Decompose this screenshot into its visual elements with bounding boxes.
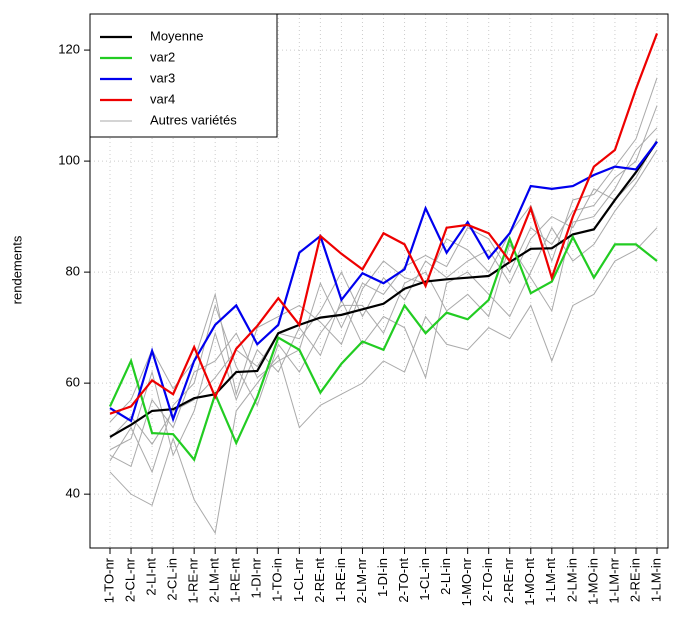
x-tick-label: 2-TO-in: [480, 558, 495, 602]
x-tick-label: 1-RE-nr: [186, 557, 201, 603]
x-tick-label: 1-DI-nr: [249, 557, 264, 598]
series-line: [109, 33, 659, 415]
x-tick-label: 2-RE-in: [627, 558, 642, 602]
legend-label: Autres variétés: [150, 112, 237, 127]
x-tick-label: 1-MO-nr: [459, 557, 474, 606]
y-tick-label: 120: [58, 42, 80, 57]
x-tick-label: 2-LM-in: [564, 558, 579, 602]
x-tick-label: 2-RE-nt: [312, 558, 327, 603]
x-tick-label: 2-LM-nr: [354, 557, 369, 603]
x-tick-label: 1-DI-in: [375, 558, 390, 597]
x-tick-label: 1-CL-nr: [291, 557, 306, 602]
y-axis-label: rendements: [9, 235, 24, 304]
y-tick-label: 40: [66, 486, 80, 501]
legend-box: [89, 13, 278, 138]
x-tick-label: 1-TO-in: [270, 558, 285, 602]
x-tick-label: 1-CL-in: [417, 558, 432, 601]
x-tick-label: 1-TO-nr: [101, 557, 116, 603]
x-tick-label: 2-CL-nr: [122, 557, 137, 602]
x-tick-label: 1-LM-in: [648, 558, 663, 602]
legend-label: var2: [150, 49, 175, 64]
x-tick-label: 1-LM-nr: [606, 557, 621, 603]
other-line: [109, 127, 658, 474]
y-tick-label: 60: [66, 375, 80, 390]
x-tick-label: 2-LI-in: [438, 558, 453, 595]
other-line: [109, 227, 658, 535]
other-line: [109, 138, 658, 446]
x-tick-label: 2-LM-nt: [207, 558, 222, 603]
legend-label: var4: [150, 91, 175, 106]
x-tick-label: 2-LI-nt: [144, 558, 159, 596]
other-line: [109, 77, 658, 423]
y-tick-label: 100: [58, 153, 80, 168]
series-line: [109, 141, 658, 423]
series-line: [109, 234, 658, 462]
y-tick-label: 80: [66, 264, 80, 279]
x-tick-label: 1-MO-nt: [522, 558, 537, 606]
legend-label: Moyenne: [150, 28, 203, 43]
x-tick-label: 1-RE-in: [333, 558, 348, 602]
x-tick-label: 1-RE-nt: [228, 558, 243, 603]
x-tick-label: 2-TO-nt: [396, 558, 411, 603]
other-line: [109, 105, 658, 468]
x-tick-label: 1-LM-nt: [543, 558, 558, 603]
x-tick-label: 2-RE-nr: [501, 557, 516, 603]
x-tick-label: 1-MO-in: [585, 558, 600, 605]
plot-frame: [89, 13, 669, 549]
x-tick-label: 2-CL-in: [165, 558, 180, 601]
legend-label: var3: [150, 70, 175, 85]
